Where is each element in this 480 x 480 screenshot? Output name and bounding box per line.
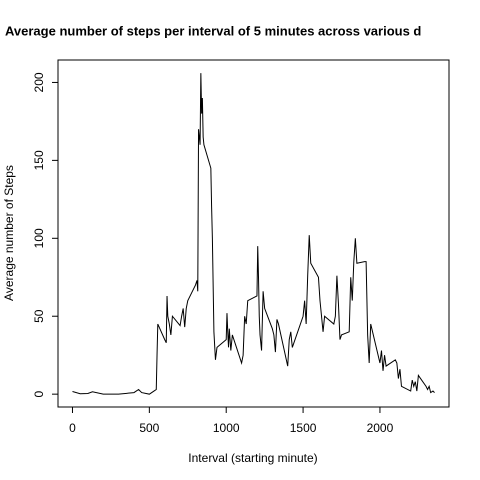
x-tick-label: 0 xyxy=(69,421,76,435)
x-tick-label: 500 xyxy=(139,421,159,435)
x-axis-label: Interval (starting minute) xyxy=(188,451,317,465)
x-tick-label: 2000 xyxy=(367,421,394,435)
y-tick-label: 200 xyxy=(32,72,46,92)
y-tick-label: 0 xyxy=(32,391,46,398)
chart-title: Average number of steps per interval of … xyxy=(5,23,421,38)
y-tick-label: 150 xyxy=(32,150,46,170)
y-axis-label: Average number of Steps xyxy=(2,165,16,301)
data-line xyxy=(72,73,435,395)
y-tick-label: 100 xyxy=(32,228,46,248)
x-tick-label: 1500 xyxy=(290,421,317,435)
y-tick-label: 50 xyxy=(32,309,46,323)
plot-box xyxy=(57,59,450,408)
x-tick-label: 1000 xyxy=(213,421,240,435)
